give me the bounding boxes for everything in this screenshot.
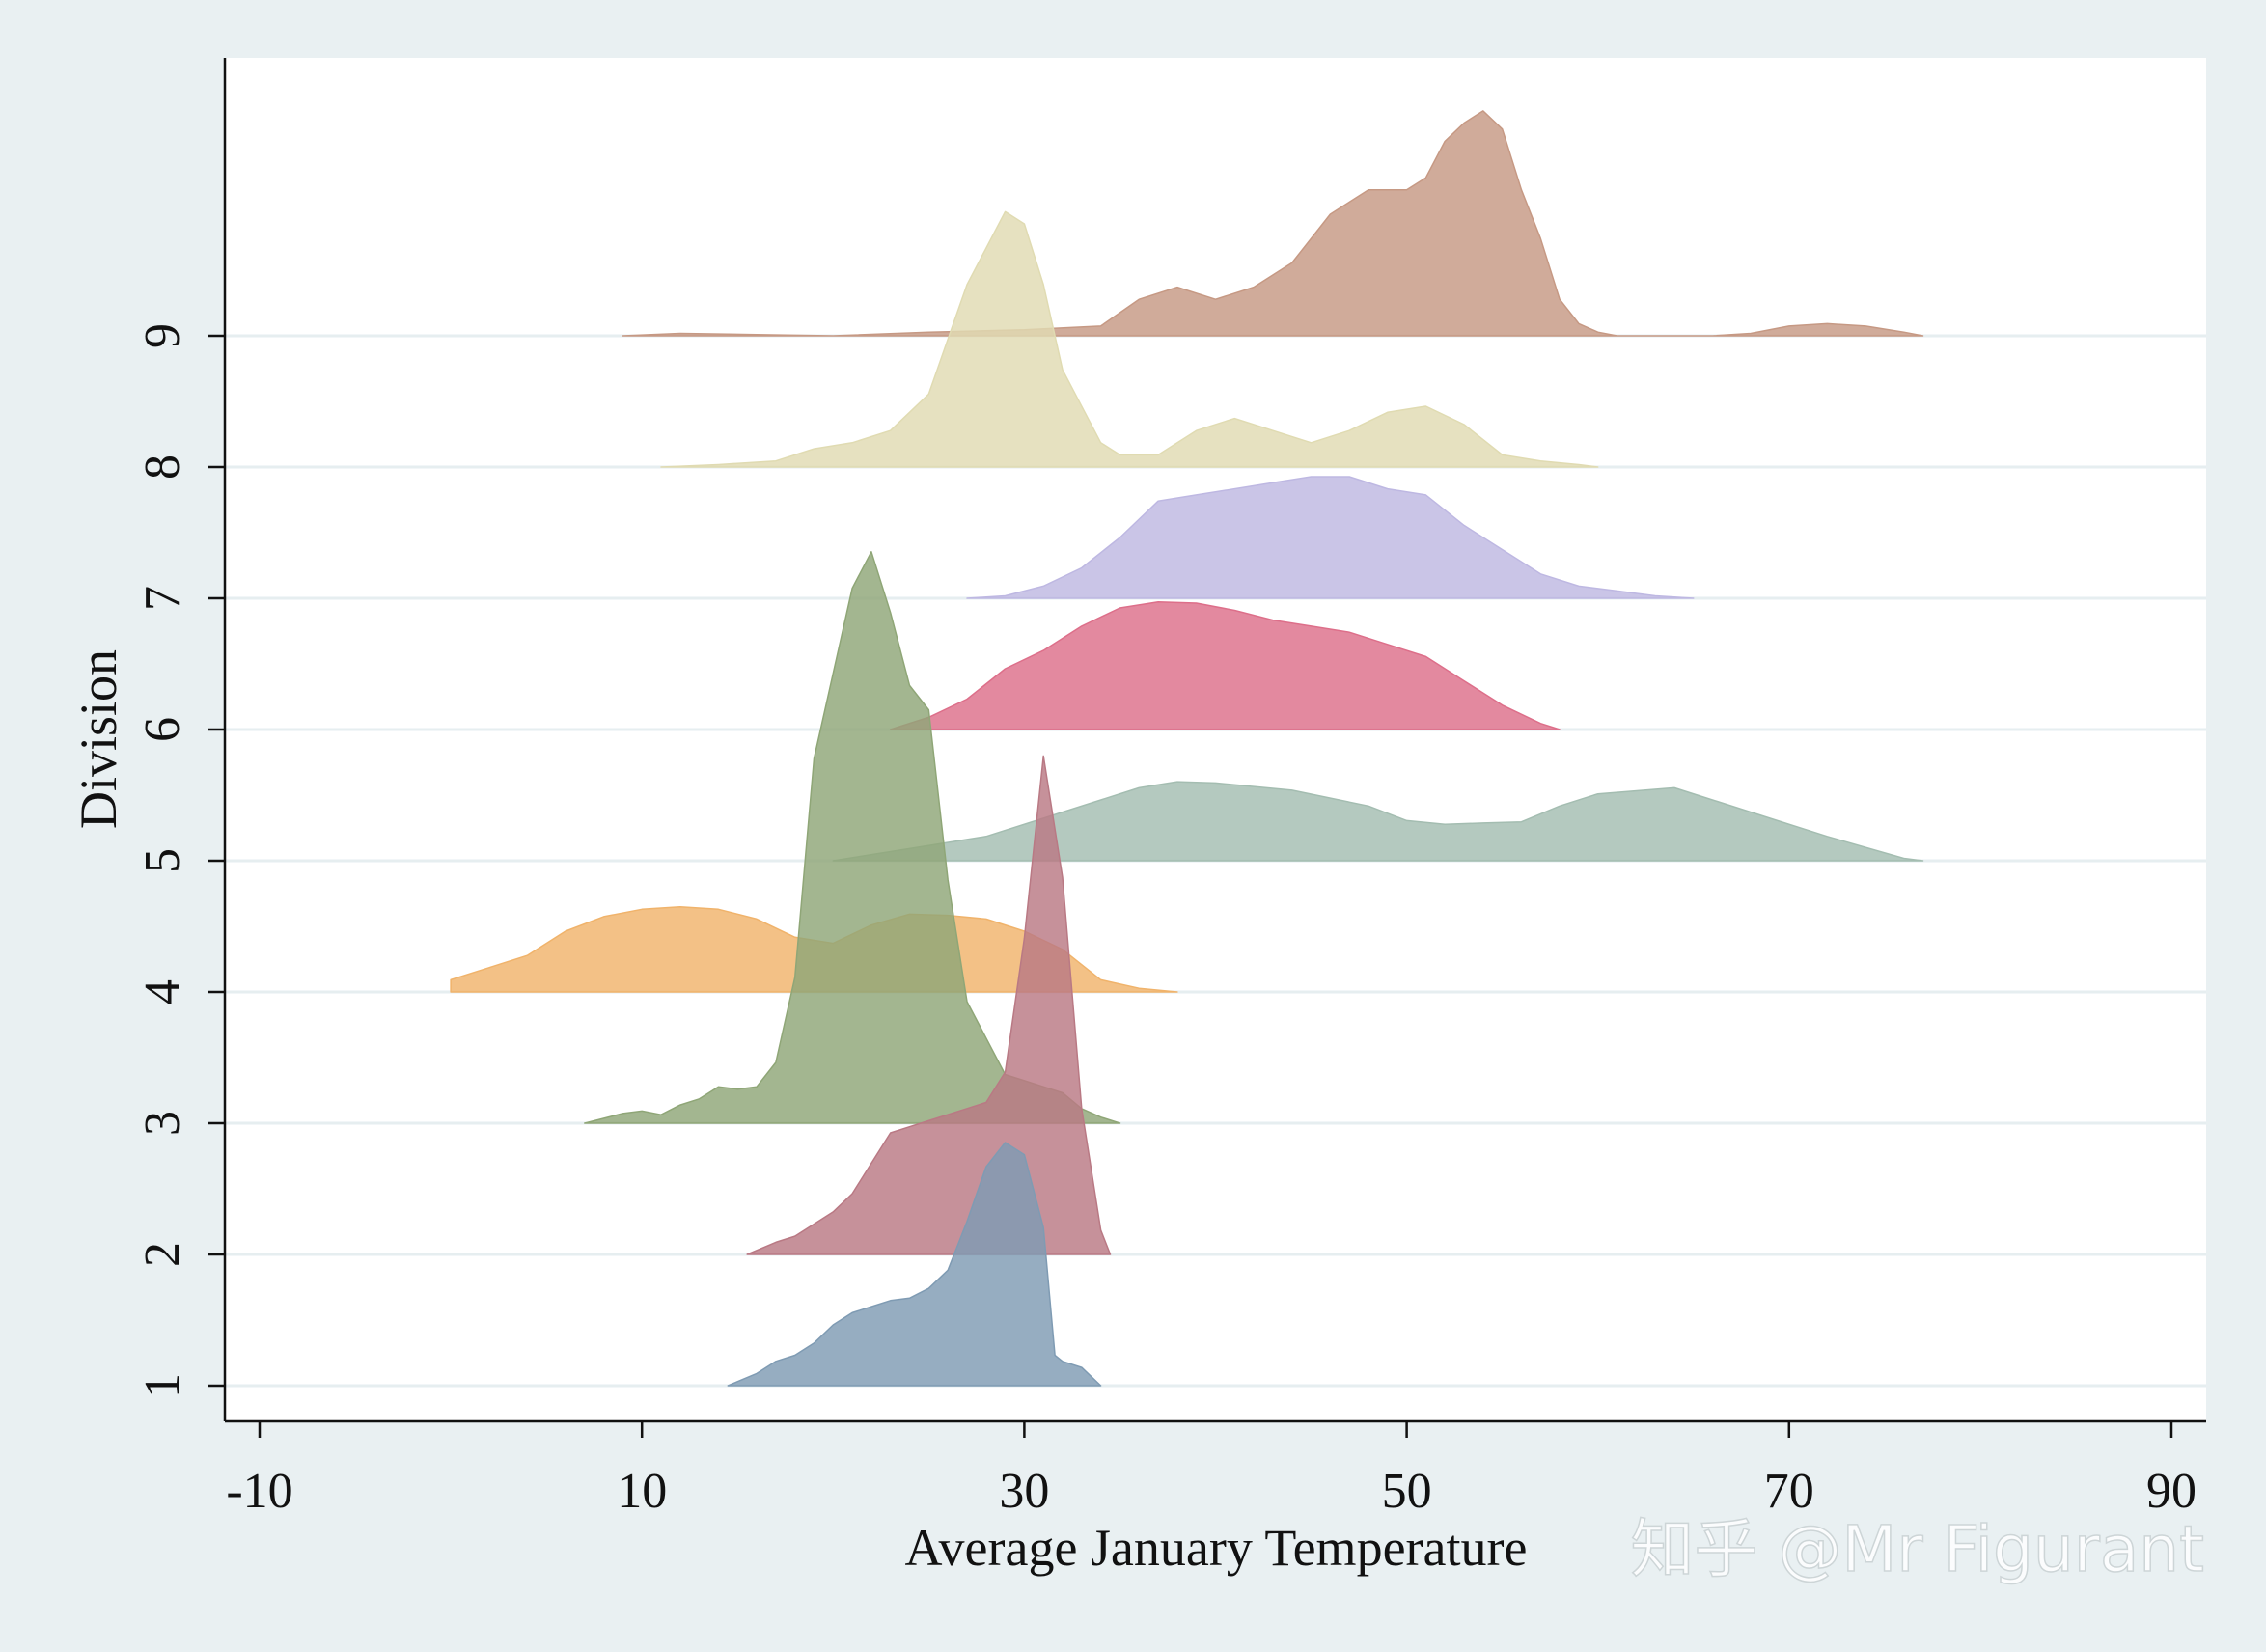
ridge-division-7 (966, 476, 1695, 599)
axes (223, 58, 2206, 1423)
watermark-text: 知乎 @Mr Figurant (1630, 1512, 2204, 1586)
x-tick-label: 70 (1764, 1464, 1814, 1519)
x-tick-label: 30 (999, 1464, 1049, 1519)
y-tick-label: 4 (135, 979, 190, 1005)
y-tick-label: 6 (135, 717, 190, 742)
y-tick-label: 3 (135, 1111, 190, 1136)
density-ridges (450, 110, 1924, 1387)
y-tick-label: 2 (135, 1242, 190, 1267)
ridge-division-2 (746, 755, 1112, 1255)
y-tick-label: 7 (135, 586, 190, 611)
y-axis-ticks: 1 2 3 4 5 6 7 8 9 (135, 323, 225, 1398)
x-tick-label: 90 (2146, 1464, 2197, 1519)
x-tick-label: 10 (617, 1464, 667, 1519)
x-axis-ticks: -10 10 30 50 70 90 (226, 1421, 2197, 1519)
x-tick-label: 50 (1382, 1464, 1432, 1519)
ridge-division-8 (660, 210, 1599, 468)
ridge-division-5 (832, 781, 1924, 862)
y-tick-label: 8 (135, 454, 190, 480)
y-tick-label: 1 (135, 1373, 190, 1398)
x-axis-title: Average January Temperature (905, 1519, 1528, 1577)
ridge-division-1 (727, 1142, 1102, 1387)
y-tick-label: 5 (135, 848, 190, 873)
plot-area (226, 58, 2206, 1420)
ridge-division-9 (622, 110, 1924, 337)
y-axis-title: Division (69, 649, 127, 829)
y-tick-label: 9 (135, 323, 190, 348)
x-tick-label: -10 (226, 1464, 292, 1519)
ridge-division-6 (889, 600, 1561, 730)
